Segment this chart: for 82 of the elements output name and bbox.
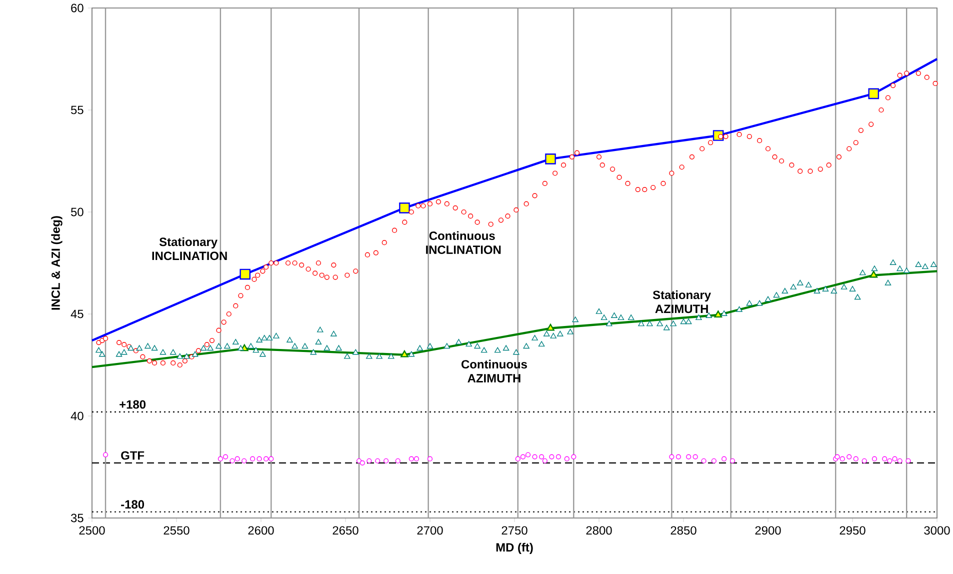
line-series <box>90 270 938 368</box>
point <box>525 452 531 458</box>
x-tick-label: 2950 <box>840 526 866 535</box>
point <box>571 454 576 460</box>
point <box>549 454 554 460</box>
y-tick-label: 50 <box>71 208 84 216</box>
point <box>840 456 845 462</box>
point <box>711 458 716 464</box>
x-tick-label: 3000 <box>924 526 950 535</box>
point <box>872 456 878 462</box>
annotation: Continuous INCLINATION <box>426 231 501 254</box>
point <box>532 454 538 460</box>
point <box>520 454 526 460</box>
point <box>676 454 681 460</box>
point <box>870 270 878 278</box>
y-tick-label: 40 <box>70 412 84 420</box>
x-tick-label: 2750 <box>502 526 528 535</box>
y-tick-label: 45 <box>70 310 84 318</box>
annotation: -180 <box>121 500 144 509</box>
y-tick-label: 60 <box>71 4 84 12</box>
point <box>427 456 433 462</box>
y-tick-label: 35 <box>70 514 84 522</box>
point <box>701 458 706 464</box>
point <box>408 456 414 462</box>
point <box>546 324 554 331</box>
point <box>384 458 389 464</box>
point <box>360 460 365 466</box>
point <box>399 202 410 214</box>
point <box>515 456 520 462</box>
point <box>545 154 556 164</box>
point <box>556 454 561 460</box>
point <box>669 454 674 460</box>
x-tick-label: 2700 <box>417 526 443 535</box>
y-axis-title: INCL & AZI (deg) <box>51 216 62 310</box>
x-axis-title: MD (ft) <box>496 542 533 554</box>
point <box>240 268 251 280</box>
point <box>395 458 400 464</box>
point <box>218 456 223 462</box>
point <box>892 456 898 462</box>
point <box>414 456 420 462</box>
x-tick-label: 2800 <box>586 526 612 535</box>
point <box>564 456 570 462</box>
point <box>230 458 235 464</box>
point <box>686 454 692 460</box>
point <box>722 456 727 462</box>
point <box>234 456 240 462</box>
point <box>242 458 247 464</box>
point <box>400 350 408 358</box>
point <box>897 458 902 464</box>
point <box>250 456 256 462</box>
x-tick-label: 2900 <box>755 526 781 535</box>
point <box>730 458 736 464</box>
point <box>256 456 262 462</box>
point <box>887 458 892 464</box>
x-tick-label: 2650 <box>332 526 358 535</box>
annotation: Continuous AZIMUTH <box>462 360 527 382</box>
x-tick-label: 2550 <box>164 526 190 535</box>
point <box>264 456 269 462</box>
point <box>714 310 722 318</box>
point <box>102 452 108 458</box>
x-tick-label: 2850 <box>670 526 696 535</box>
annotation: +180 <box>120 400 146 409</box>
point <box>846 454 852 460</box>
point <box>906 458 911 464</box>
point <box>542 458 548 464</box>
point <box>375 458 380 464</box>
point <box>222 454 228 460</box>
point <box>366 458 372 464</box>
point <box>539 454 544 460</box>
point <box>692 454 698 460</box>
point <box>862 458 867 464</box>
y-tick-label: 55 <box>71 106 84 114</box>
annotation: Stationary AZIMUTH <box>652 290 711 314</box>
point <box>868 88 880 100</box>
annotation: GTF <box>121 451 144 460</box>
point <box>853 456 858 462</box>
point <box>356 458 362 464</box>
x-tick-label: 2500 <box>79 526 105 535</box>
x-tick-label: 2600 <box>248 526 274 535</box>
annotation: Stationary INCLINATION <box>152 237 227 260</box>
point <box>268 456 274 462</box>
point <box>882 456 888 462</box>
